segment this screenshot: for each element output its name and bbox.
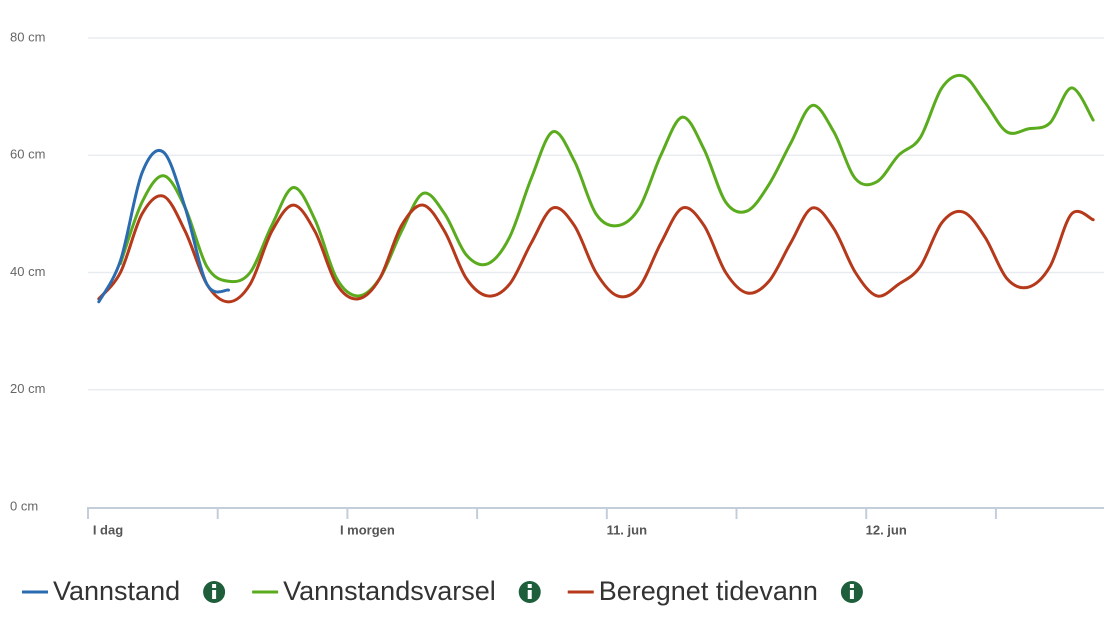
series-line <box>97 149 231 304</box>
info-icon[interactable] <box>518 581 541 603</box>
legend-item[interactable]: Vannstand <box>22 576 180 606</box>
y-tick-label: 0 cm <box>10 498 38 513</box>
legend-item[interactable]: Vannstandsvarsel <box>252 576 496 606</box>
y-tick-label: 60 cm <box>10 147 45 162</box>
info-dot <box>527 584 532 588</box>
info-bar <box>212 590 217 599</box>
info-dot <box>212 584 217 588</box>
y-tick-label: 40 cm <box>10 264 45 279</box>
legend-item[interactable]: Beregnet tidevann <box>567 576 818 606</box>
legend-label: Vannstandsvarsel <box>283 576 496 606</box>
series-line <box>118 73 1095 298</box>
x-tick-label: I morgen <box>340 522 395 537</box>
info-bar <box>849 590 854 599</box>
info-icon[interactable] <box>203 581 226 603</box>
legend-label: Vannstand <box>53 576 180 606</box>
x-tick-label: 11. jun <box>607 522 648 537</box>
info-bar <box>527 590 532 599</box>
series-line <box>97 194 1095 304</box>
y-tick-label: 80 cm <box>10 29 45 44</box>
y-tick-label: 20 cm <box>10 381 45 396</box>
x-tick-label: I dag <box>93 522 123 537</box>
x-tick-label: 12. jun <box>866 522 907 537</box>
info-icon[interactable] <box>840 581 863 603</box>
legend-label: Beregnet tidevann <box>599 576 818 606</box>
info-dot <box>849 584 854 588</box>
